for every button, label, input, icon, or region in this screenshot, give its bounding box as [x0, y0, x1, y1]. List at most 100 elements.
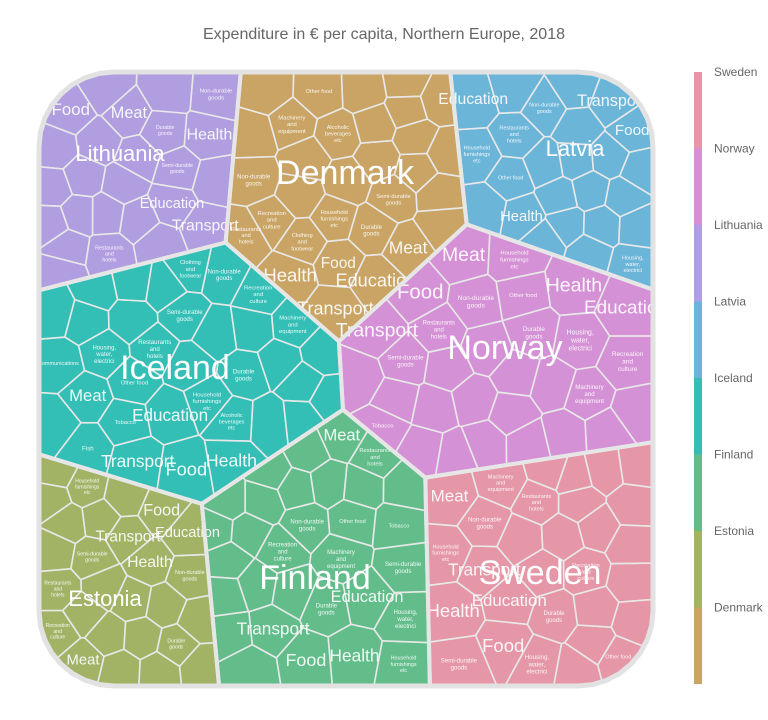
cell-label-estonia-transport-2: Transport: [95, 528, 161, 545]
cell-norway-29[interactable]: [407, 301, 469, 353]
cell-label-finland-semi-durable-goods-8: Semi-durable goods: [385, 561, 422, 575]
cell-label-denmark-food-9: Food: [321, 255, 356, 272]
cell-sweden-23[interactable]: [540, 512, 585, 562]
cell-label-estonia-non-durable-goods-5: Non-durable goods: [175, 571, 205, 583]
cell-label-iceland-education-3: Education: [132, 406, 208, 425]
cell-label-lithuania-transport-3: Transport: [172, 218, 240, 235]
cell-label-sweden-transport-2: Transport: [448, 560, 521, 579]
cell-label-lithuania-education-5: Education: [140, 196, 205, 212]
cell-label-lithuania-food-0: Food: [52, 101, 90, 120]
cell-label-finland-meat-3: Meat: [323, 427, 360, 445]
cell-label-norway-other-food-12: Other food: [509, 293, 537, 299]
cell-estonia-25[interactable]: [123, 615, 163, 661]
cell-label-sweden-food-0: Food: [482, 635, 524, 656]
country-label-estonia: Estonia: [68, 586, 142, 611]
legend-swatch-lithuania[interactable]: [694, 225, 702, 302]
cell-lithuania-17[interactable]: [91, 190, 125, 236]
cell-iceland-25[interactable]: [107, 298, 159, 346]
cell-label-finland-machinery-and-equipment-10: Machinery and equipment: [327, 550, 355, 570]
cell-denmark-27[interactable]: [383, 95, 429, 130]
cell-lithuania-22[interactable]: [84, 232, 138, 278]
cell-label-finland-other-food-12: Other food: [339, 519, 365, 525]
chart-title: Expenditure in € per capita, Northern Eu…: [202, 26, 565, 43]
cell-iceland-33[interactable]: [97, 397, 152, 447]
cell-label-lithuania-restaurants-and-hotels-8: Restaurants and hotels: [95, 246, 124, 264]
cell-label-estonia-education-4: Education: [155, 525, 220, 541]
legend-swatch-norway[interactable]: [694, 148, 702, 226]
legend-swatch-latvia[interactable]: [694, 301, 702, 379]
cell-denmark-28[interactable]: [232, 105, 279, 159]
cell-label-estonia-recreation-and-culture-9: Recreation and culture: [46, 623, 70, 641]
cell-label-estonia-durable-goods-7: Durable goods: [167, 639, 185, 651]
cell-iceland-29[interactable]: [161, 339, 219, 393]
cell-label-denmark-household-furnishings-etc-10: Household furnishings etc: [320, 209, 348, 228]
cell-label-sweden-other-food-12: Other food: [605, 655, 631, 661]
cell-label-iceland-food-0: Food: [165, 458, 207, 479]
cell-iceland-32[interactable]: [272, 360, 325, 403]
cell-label-estonia-food-0: Food: [143, 502, 180, 520]
cells-finland: Food HealthTransportMeatEducationHousing,…: [201, 408, 431, 687]
cell-label-sweden-health-1: Health: [427, 600, 480, 621]
cell-label-latvia-health-3: Health: [500, 209, 543, 225]
cell-norway-18[interactable]: [368, 376, 421, 425]
cell-label-latvia-housing-water-electrici-6: Housing, water, electrici: [622, 256, 644, 275]
legend-label-iceland: Iceland: [714, 371, 753, 385]
cell-label-sweden-machinery-and-equipment-10: Machinery and equipment: [488, 475, 515, 494]
cell-label-norway-restaurants-and-hotels-11: Restaurants and hotels: [423, 320, 455, 340]
cell-label-denmark-meat-3: Meat: [389, 237, 428, 257]
cell-label-iceland-communications-18: Communications: [38, 362, 79, 368]
cell-label-iceland-semi-durable-goods-10: Semi-durable goods: [167, 310, 203, 323]
cell-label-iceland-tobacco-15: Tobacco: [115, 420, 136, 426]
cell-iceland-30[interactable]: [229, 305, 275, 354]
cell-label-denmark-restaurants-and-hotels-14: Restaurants and hotels: [231, 227, 261, 246]
cell-label-latvia-education-1: Education: [438, 91, 508, 108]
cell-label-denmark-recreation-and-culture-6: Recreation and culture: [257, 210, 286, 230]
cell-denmark-19[interactable]: [365, 173, 418, 224]
legend-swatch-estonia[interactable]: [694, 531, 702, 608]
legend-label-latvia: Latvia: [714, 295, 746, 309]
cell-label-denmark-other-food-13: Other food: [306, 89, 332, 95]
legend: Sweden Norway Lithuania Latvia Iceland Finlan…: [694, 65, 764, 684]
legend-swatch-denmark[interactable]: [694, 607, 702, 685]
cell-label-norway-education-4: Education: [584, 298, 668, 319]
cell-label-iceland-housing-water-electrici-8: Housing, water, electrici: [92, 345, 116, 365]
country-labels: Denmark Latvia Lithuania Iceland Norway Finla…: [68, 136, 605, 611]
cell-label-iceland-alcoholic-beverages-etc-17: Alcoholic beverages etc: [219, 413, 245, 432]
cell-label-latvia-household-furnishings-etc-7: Household furnishings etc: [463, 146, 490, 165]
cell-label-iceland-fish-5: Fish: [82, 445, 94, 452]
cell-sweden-22[interactable]: [617, 441, 654, 489]
cell-label-norway-durable-goods-8: Durable goods: [523, 326, 546, 340]
cell-label-finland-restaurants-and-hotels-11: Restaurants and hotels: [359, 448, 390, 467]
cell-lithuania-23[interactable]: [138, 109, 188, 156]
cell-label-norway-household-furnishings-etc-13: Household furnishings etc: [500, 250, 529, 270]
cell-denmark-30[interactable]: [272, 216, 328, 266]
cell-label-finland-food-0: Food: [286, 650, 327, 670]
cells-denmark: Health Education Transport Meat Non-durable g…: [224, 71, 468, 343]
cell-estonia-22[interactable]: [120, 536, 175, 588]
cells-norway: Food HealthTransportMeatEducationHousing,…: [336, 223, 668, 479]
cell-sweden-28[interactable]: [456, 495, 513, 548]
cells-latvia: Transport Education Food Health Restaurants a…: [438, 71, 654, 291]
cell-finland-27[interactable]: [373, 590, 430, 644]
cell-label-estonia-restaurants-and-hotels-8: Restaurants and hotels: [44, 581, 71, 599]
cell-label-latvia-non-durable-goods-5: Non-durable goods: [529, 103, 559, 115]
cell-finland-25[interactable]: [271, 563, 320, 621]
cell-label-norway-food-0: Food: [397, 282, 443, 304]
cell-label-iceland-non-durable-goods-9: Non-durable goods: [208, 269, 242, 282]
legend-swatch-finland[interactable]: [694, 454, 702, 532]
cell-label-norway-health-1: Health: [546, 275, 602, 297]
cell-label-iceland-household-furnishings-etc-13: Household furnishings etc: [193, 392, 222, 412]
cell-label-denmark-semi-durable-goods-8: Semi-durable goods: [376, 193, 410, 206]
cell-label-sweden-recreation-and-culture-9: Recreation and culture: [572, 563, 600, 582]
cell-label-iceland-machinery-and-equipment-12: Machinery and equipment: [279, 315, 307, 335]
cell-label-estonia-household-furnishings-etc-10: Household furnishings etc: [75, 479, 100, 497]
cell-label-finland-household-furnishings-etc-14: Household furnishings etc: [390, 656, 416, 674]
legend-label-lithuania: Lithuania: [714, 218, 763, 232]
cell-lithuania-16[interactable]: [100, 160, 153, 206]
legend-swatch-sweden[interactable]: [694, 72, 702, 149]
country-label-denmark: Denmark: [276, 154, 415, 192]
legend-swatch-iceland[interactable]: [694, 378, 702, 455]
cell-label-lithuania-durable-goods-6: Durable goods: [156, 126, 175, 138]
